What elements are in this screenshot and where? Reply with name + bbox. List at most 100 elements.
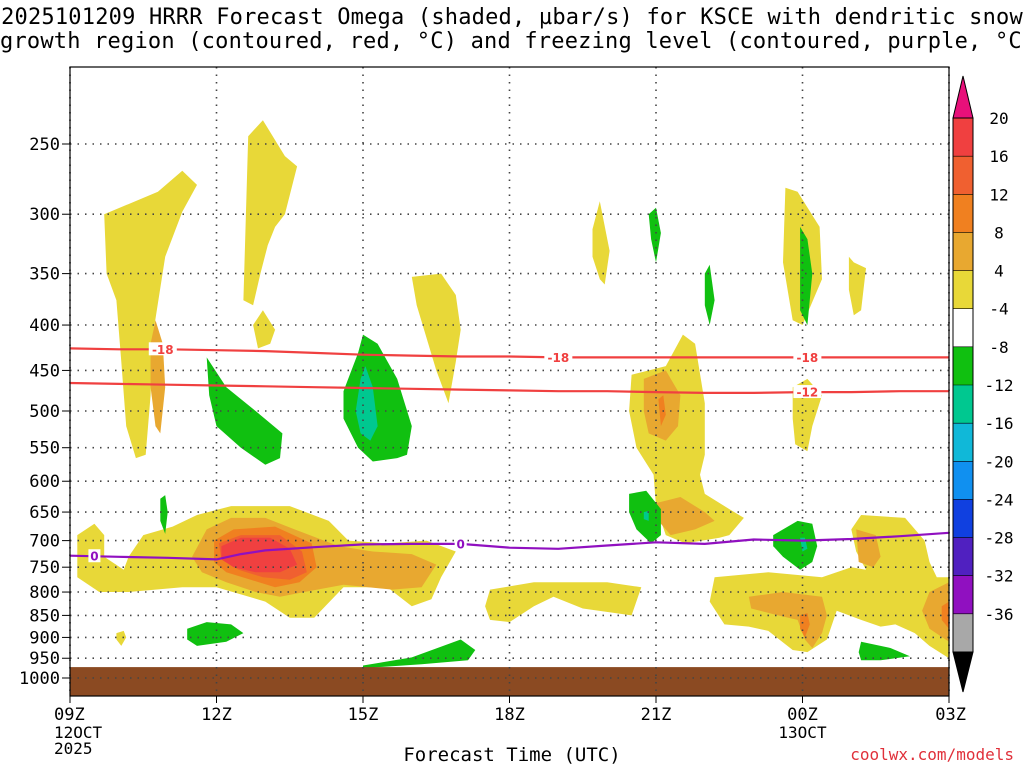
y-tick-label: 350	[29, 265, 60, 285]
freezing-level-0c-label: 0	[456, 537, 464, 551]
colorbar-bin	[953, 423, 973, 462]
omega-region--4	[704, 264, 715, 325]
colorbar: 20 16 12 8 4 -4 -8 -12 -16 -20 -24 -28 -32 -36	[952, 75, 1014, 693]
x-tick-date: 12OCT	[54, 723, 103, 742]
y-tick-label: 400	[29, 316, 60, 336]
omega-region--4	[160, 495, 168, 534]
y-tick-label: 650	[29, 503, 60, 523]
y-axis: 2503003504004505005506006507007508008509…	[19, 135, 70, 689]
y-tick-label: 850	[29, 606, 60, 626]
omega-region--8	[643, 510, 649, 521]
colorbar-bin	[953, 194, 973, 233]
colorbar-label: -32	[985, 567, 1014, 586]
dendritic-minus18-label-bg	[148, 342, 177, 356]
colorbar-label: 4	[994, 262, 1004, 281]
x-tick-label: 03Z	[935, 705, 966, 725]
colorbar-bin	[953, 346, 973, 386]
dendritic-minus18-label: -18	[797, 351, 819, 365]
omega-region--4	[187, 622, 244, 646]
x-tick-year: 2025	[54, 739, 93, 758]
colorbar-label: -28	[985, 529, 1014, 548]
colorbar-label: 20	[989, 109, 1008, 128]
colorbar-bin	[953, 575, 973, 615]
y-tick-label: 800	[29, 583, 60, 603]
omega-region--4	[648, 207, 661, 263]
colorbar-bin	[953, 118, 973, 157]
omega-region--4	[773, 520, 818, 570]
omega-region--4	[206, 357, 283, 465]
colorbar-label: -8	[989, 338, 1008, 357]
y-tick-label: 1000	[19, 669, 60, 689]
y-tick-label: 550	[29, 439, 60, 459]
x-tick-label: 12Z	[201, 705, 232, 725]
colorbar-label: 8	[994, 223, 1004, 242]
colorbar-bottom-extension	[952, 651, 974, 693]
colorbar-bin	[953, 270, 973, 310]
x-tick-label: 18Z	[494, 705, 525, 725]
colorbar-label: -24	[985, 490, 1014, 509]
colorbar-bin	[953, 613, 973, 653]
contour-labels: -18 -18 -18 -12 0 0	[88, 342, 822, 564]
dendritic-minus18-label: -18	[152, 343, 174, 357]
x-tick-label: 09Z	[54, 705, 85, 725]
y-tick-label: 900	[29, 628, 60, 648]
dendritic-minus18-label: -18	[547, 351, 569, 365]
omega-region-4	[485, 582, 642, 623]
dendritic-minus18-label-bg	[793, 350, 822, 364]
y-tick-label: 500	[29, 402, 60, 422]
omega-region-4	[243, 120, 298, 306]
omega-region-8	[748, 592, 827, 648]
omega-region-20	[221, 537, 298, 573]
ground-below-surface	[70, 667, 949, 696]
omega-region-4	[411, 273, 461, 404]
omega-region--4	[363, 639, 476, 669]
colorbar-bin	[953, 499, 973, 538]
colorbar-bin	[953, 537, 973, 577]
chart-title: 2025101209 HRRR Forecast Omega (shaded, …	[0, 6, 1024, 54]
freezing-level-0c-label-bg	[88, 549, 101, 563]
colorbar-label: -16	[985, 414, 1014, 433]
colorbar-bin	[953, 385, 973, 424]
omega-region-4	[253, 310, 276, 349]
freezing-level-0c-label: 0	[90, 550, 98, 564]
omega-region-12	[658, 395, 666, 427]
y-tick-label: 300	[29, 205, 60, 225]
dendritic-minus12-label-bg	[793, 385, 822, 399]
colorbar-label: -4	[989, 300, 1008, 319]
dendritic-minus18-label-bg	[544, 350, 573, 364]
x-tick-date: 13OCT	[778, 723, 827, 742]
colorbar-label: -36	[985, 605, 1014, 624]
omega-region-4	[592, 201, 610, 285]
source-credit[interactable]: coolwx.com/models	[850, 745, 1014, 764]
omega-region-4	[709, 515, 949, 659]
colorbar-label: 12	[989, 185, 1008, 204]
colorbar-label: -20	[985, 452, 1014, 471]
x-tick-label: 00Z	[787, 705, 818, 725]
colorbar-label: 16	[989, 147, 1008, 166]
omega-region--4	[858, 641, 910, 661]
omega-region-8	[922, 582, 949, 642]
colorbar-bin	[953, 232, 973, 271]
freezing-level-0c-line	[70, 531, 949, 561]
colorbar-bin	[953, 461, 973, 500]
freezing-level-0c-label-bg	[454, 536, 467, 550]
y-tick-label: 750	[29, 558, 60, 578]
x-axis-label: Forecast Time (UTC)	[403, 744, 621, 766]
dendritic-minus12-label: -12	[797, 386, 819, 400]
omega-region-4	[848, 256, 866, 316]
omega-region-12	[941, 601, 949, 629]
y-tick-label: 700	[29, 532, 60, 552]
y-tick-label: 250	[29, 135, 60, 155]
omega-region-4	[116, 630, 127, 646]
ground-layer	[70, 667, 949, 696]
colorbar-label: -12	[985, 376, 1014, 395]
colorbar-top-extension	[952, 75, 974, 119]
colorbar-bin	[953, 156, 973, 195]
omega-region--8	[355, 366, 378, 441]
omega-shading	[77, 120, 949, 669]
y-tick-label: 450	[29, 361, 60, 381]
x-tick-label: 15Z	[348, 705, 379, 725]
x-tick-label: 21Z	[641, 705, 672, 725]
